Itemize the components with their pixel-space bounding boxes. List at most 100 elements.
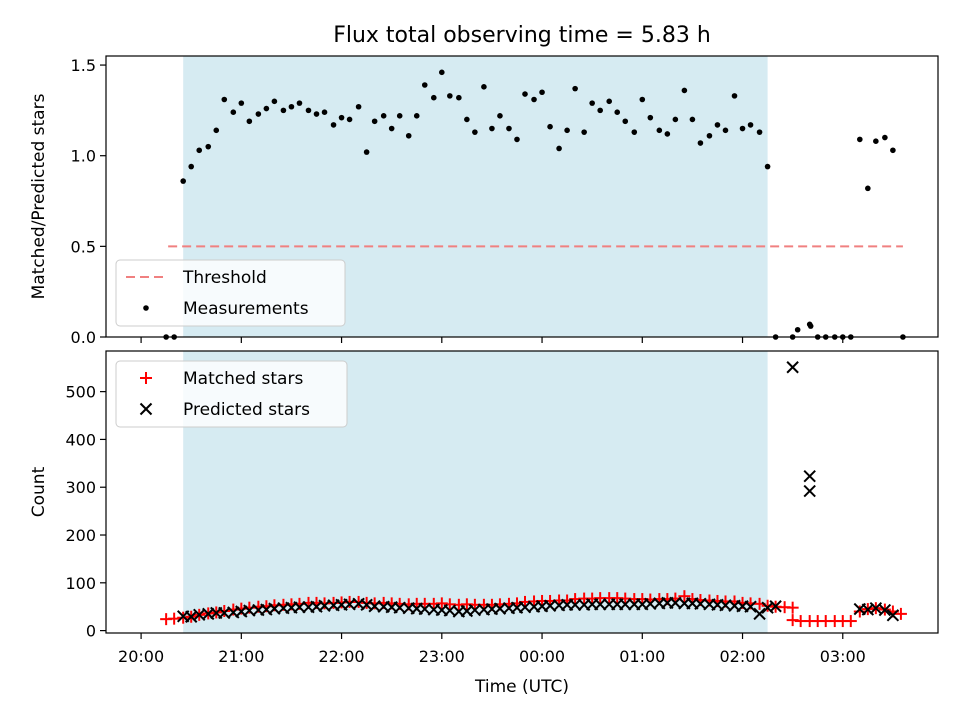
data-point: [744, 600, 757, 613]
data-point: [664, 131, 671, 137]
series-predicted-stars: [176, 361, 900, 623]
data-point: [363, 149, 370, 155]
data-point: [639, 96, 646, 103]
y-tick-label: 100: [65, 574, 96, 593]
data-point: [878, 603, 892, 617]
data-point: [656, 127, 663, 134]
data-point: [786, 601, 799, 614]
data-point: [581, 129, 587, 135]
data-point: [697, 140, 704, 146]
data-point: [853, 605, 866, 618]
data-point: [539, 89, 545, 96]
data-point: [263, 105, 270, 112]
data-point: [338, 114, 345, 121]
data-point: [230, 109, 237, 115]
x-tick-label: 01:00: [619, 647, 665, 666]
data-point: [506, 125, 512, 132]
y-tick-label: 200: [65, 526, 96, 545]
data-point: [803, 470, 816, 483]
data-point: [296, 100, 303, 106]
data-point: [568, 598, 582, 612]
series-measurements: [163, 69, 906, 340]
data-point: [894, 607, 907, 620]
data-point: [271, 98, 278, 105]
data-point: [305, 107, 312, 114]
data-point: [413, 113, 420, 119]
data-point: [739, 125, 746, 132]
data-point: [593, 598, 607, 611]
data-point: [380, 113, 387, 119]
legend-entry: Measurements: [183, 299, 309, 319]
data-point: [288, 103, 295, 110]
data-point: [439, 69, 445, 76]
legend-box: [115, 259, 346, 327]
x-tick-label: 22:00: [319, 647, 365, 666]
data-point: [622, 118, 629, 125]
data-point: [481, 84, 487, 90]
legend-entry: Threshold: [182, 268, 267, 288]
data-point: [447, 93, 453, 99]
data-point: [196, 147, 203, 154]
data-point: [882, 134, 888, 141]
data-point: [769, 600, 782, 613]
data-point: [681, 87, 688, 94]
data-point: [589, 100, 595, 106]
data-point: [355, 103, 362, 110]
data-point: [614, 109, 621, 115]
data-point: [689, 116, 696, 123]
data-point: [371, 118, 378, 125]
data-point: [803, 484, 816, 498]
data-point: [405, 132, 412, 139]
data-point: [330, 122, 337, 128]
data-point: [631, 129, 638, 135]
data-point: [205, 143, 212, 150]
data-point: [606, 98, 613, 105]
data-point: [221, 96, 228, 103]
ratio-panel: 0.0 0.5 1.0 1.5 Matched/Predicted stars Thres…: [29, 55, 939, 347]
data-point: [857, 136, 863, 143]
data-point: [396, 113, 403, 119]
legend-box: [115, 360, 348, 428]
data-point: [472, 129, 478, 135]
y-tick-label: 1.0: [71, 147, 96, 166]
data-point: [522, 91, 528, 97]
legend-entry: Matched stars: [183, 369, 303, 389]
legend-entry: Predicted stars: [183, 400, 310, 420]
x-axis-label: Time (UTC): [474, 677, 569, 697]
y-tick-label: 400: [65, 430, 96, 449]
data-point: [873, 138, 879, 145]
data-point: [844, 615, 857, 628]
data-point: [722, 127, 729, 134]
count-panel: 0 100 200 300 400 500 20:00 21:00 22:00 23:00 00:0…: [29, 350, 939, 666]
legend: Matched stars Predicted stars: [115, 360, 348, 428]
data-point: [753, 607, 766, 621]
data-point: [255, 111, 262, 117]
chart-title: Flux total observing time = 5.83 h: [333, 23, 711, 48]
data-point: [731, 93, 738, 99]
data-point: [489, 125, 495, 132]
data-point: [531, 96, 537, 103]
axes-frame: [105, 350, 939, 634]
data-point: [886, 609, 900, 622]
y-tick-label: 500: [65, 383, 96, 402]
data-point: [456, 94, 462, 101]
legend-swatch: [143, 305, 149, 311]
y-tick-label: 300: [65, 478, 96, 497]
data-point: [647, 114, 654, 121]
y-tick-label: 0.5: [71, 237, 96, 256]
data-point: [865, 185, 871, 192]
data-point: [430, 94, 437, 101]
data-point: [514, 136, 520, 143]
x-tick-label: 00:00: [519, 647, 565, 666]
data-point: [180, 178, 186, 184]
data-point: [388, 125, 395, 132]
legend-swatch: [139, 402, 153, 416]
y-tick-label: 0.0: [71, 328, 96, 347]
data-point: [246, 118, 253, 125]
data-point: [597, 107, 603, 114]
data-point: [807, 323, 814, 329]
data-point: [293, 600, 306, 614]
x-tick-label: 03:00: [820, 647, 866, 666]
data-point: [764, 163, 771, 170]
